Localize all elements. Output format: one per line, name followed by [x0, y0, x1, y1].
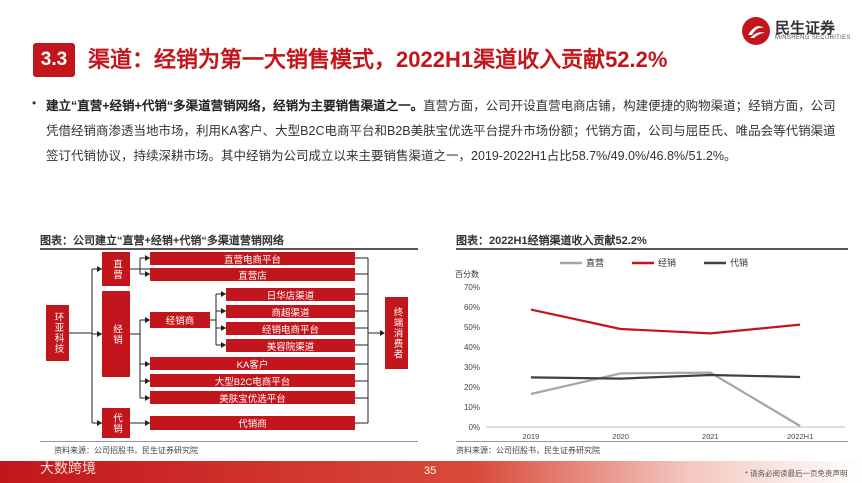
y-tick-label: 0% [468, 423, 480, 432]
disclaimer: * 请务必阅读最后一页免责声明 [745, 469, 848, 478]
section-number: 3.3 [33, 43, 75, 77]
dealer-item: 大型B2C电商平台 [150, 374, 355, 388]
company-logo: 民生证券 MINSHENG SECURITIES [741, 14, 853, 48]
minsheng-logo-icon [742, 17, 770, 45]
y-axis-label: 百分数 [455, 269, 479, 279]
channel-consignment: 代销 [102, 408, 130, 438]
distributor-item: 日华店渠道 [226, 288, 355, 302]
left-figure-caption: 图表：公司建立“直营+经销+代销“多渠道营销网络 [40, 235, 284, 247]
y-tick-label: 40% [464, 343, 480, 352]
right-figure-caption: 图表：2022H1经销渠道收入贡献52.2% [456, 235, 647, 247]
x-axis-ticks: 2019 2020 2021 2022H1 [523, 432, 814, 441]
y-axis-ticks: 0% 10% 20% 30% 40% 50% 60% 70% [464, 283, 480, 432]
bullet-body: 直营方面，公司开设直营电商店铺，构建便捷的购物渠道；经销方面，公司凭借经销商渗透… [46, 99, 836, 163]
page-number: 35 [424, 465, 437, 477]
series-line [530, 373, 801, 380]
x-tick-label: 2021 [702, 432, 719, 441]
page-title: 渠道：经销为第一大销售模式，2022H1渠道收入贡献52.2% [88, 47, 668, 72]
left-caption-rule [40, 248, 418, 250]
x-tick-label: 2019 [523, 432, 540, 441]
y-tick-label: 50% [464, 323, 480, 332]
chart-series [530, 308, 801, 427]
logo-text-en: MINSHENG SECURITIES [775, 35, 851, 41]
legend-label: 直营 [586, 257, 604, 268]
bullet-bold: 建立“直营+经销+代销“多渠道营销网络，经销为主要销售渠道之一。 [46, 99, 424, 113]
company-node: 环亚科技 [46, 305, 69, 361]
y-tick-label: 10% [464, 403, 480, 412]
legend-label: 经销 [658, 257, 676, 268]
right-caption-rule [456, 248, 848, 250]
dealer-item: KA客户 [150, 357, 355, 371]
series-line [530, 308, 801, 335]
left-bottom-rule [40, 441, 418, 442]
consign-item: 代销商 [150, 416, 355, 430]
channel-direct: 直营 [102, 252, 130, 286]
y-tick-label: 20% [464, 383, 480, 392]
x-tick-label: 2020 [612, 432, 629, 441]
channel-distribution: 经销 [102, 291, 130, 377]
diagram-connectors [69, 255, 385, 426]
channel-diagram: 环亚科技 终端消费者 直营 经销 代销 直营电商平台 直营店 经销商 日华店渠道… [40, 250, 420, 442]
right-bottom-rule [456, 441, 848, 442]
chart-legend: 直营 经销 代销 [560, 257, 748, 268]
bullet-paragraph: 建立“直营+经销+代销“多渠道营销网络，经销为主要销售渠道之一。直营方面，公司开… [46, 94, 846, 169]
series-line [530, 371, 801, 427]
direct-item: 直营店 [150, 268, 355, 282]
y-tick-label: 60% [464, 303, 480, 312]
distributor-item: 经销电商平台 [226, 322, 355, 336]
bullet-dot: • [32, 96, 37, 110]
legend-label: 代销 [730, 257, 748, 268]
logo-text-cn: 民生证券 [775, 20, 836, 37]
x-tick-label: 2022H1 [787, 432, 813, 441]
distributor-item: 商超渠道 [226, 305, 355, 319]
distributor-item: 美容院渠道 [226, 339, 355, 353]
y-tick-label: 70% [464, 283, 480, 292]
dealer-item: 美肤宝优选平台 [150, 391, 355, 405]
watermark-text: 大数跨境 [40, 460, 96, 476]
consumer-node: 终端消费者 [385, 297, 408, 369]
y-tick-label: 30% [464, 363, 480, 372]
distributor-node: 经销商 [150, 312, 210, 328]
channel-share-line-chart: 百分数 直营 经销 代销 0%10%20%30%40%50%60%70% 2019 2… [455, 257, 845, 441]
left-figure-source: 资料来源：公司招股书，民生证券研究院 [54, 446, 198, 455]
direct-item: 直营电商平台 [150, 252, 355, 266]
right-figure-source: 资料来源：公司招股书，民生证券研究院 [456, 446, 600, 455]
footer-bar [0, 461, 862, 483]
